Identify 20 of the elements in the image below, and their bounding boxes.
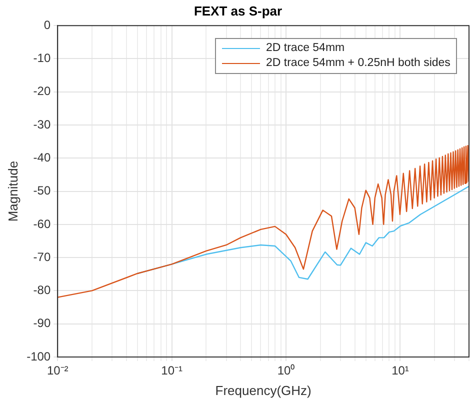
y-tick-label: -30 [33, 117, 51, 132]
y-tick-label: -100 [26, 349, 51, 364]
y-tick-label: -70 [33, 250, 51, 264]
y-tick-label: 0 [44, 18, 51, 32]
x-tick-label: 10⁰ [277, 364, 295, 378]
x-tick-label: 10⁻¹ [161, 364, 182, 378]
y-tick-label: -80 [33, 283, 51, 298]
chart-title: FEXT as S-par [194, 3, 282, 18]
legend-label: 2D trace 54mm [266, 40, 345, 56]
y-tick-label: -50 [33, 184, 51, 198]
legend-label: 2D trace 54mm + 0.25nH both sides [266, 56, 450, 71]
x-axis-title: Frequency(GHz) [215, 382, 312, 398]
y-tick-label: -20 [33, 84, 51, 98]
y-axis-title: Magnitude [5, 160, 20, 222]
y-tick-label: -90 [33, 316, 51, 330]
y-tick-label: -60 [33, 216, 51, 231]
x-tick-label: 10⁻² [46, 364, 68, 378]
x-tick-label: 10¹ [392, 364, 409, 378]
y-tick-label: -10 [33, 51, 51, 66]
y-tick-label: -40 [33, 150, 51, 164]
